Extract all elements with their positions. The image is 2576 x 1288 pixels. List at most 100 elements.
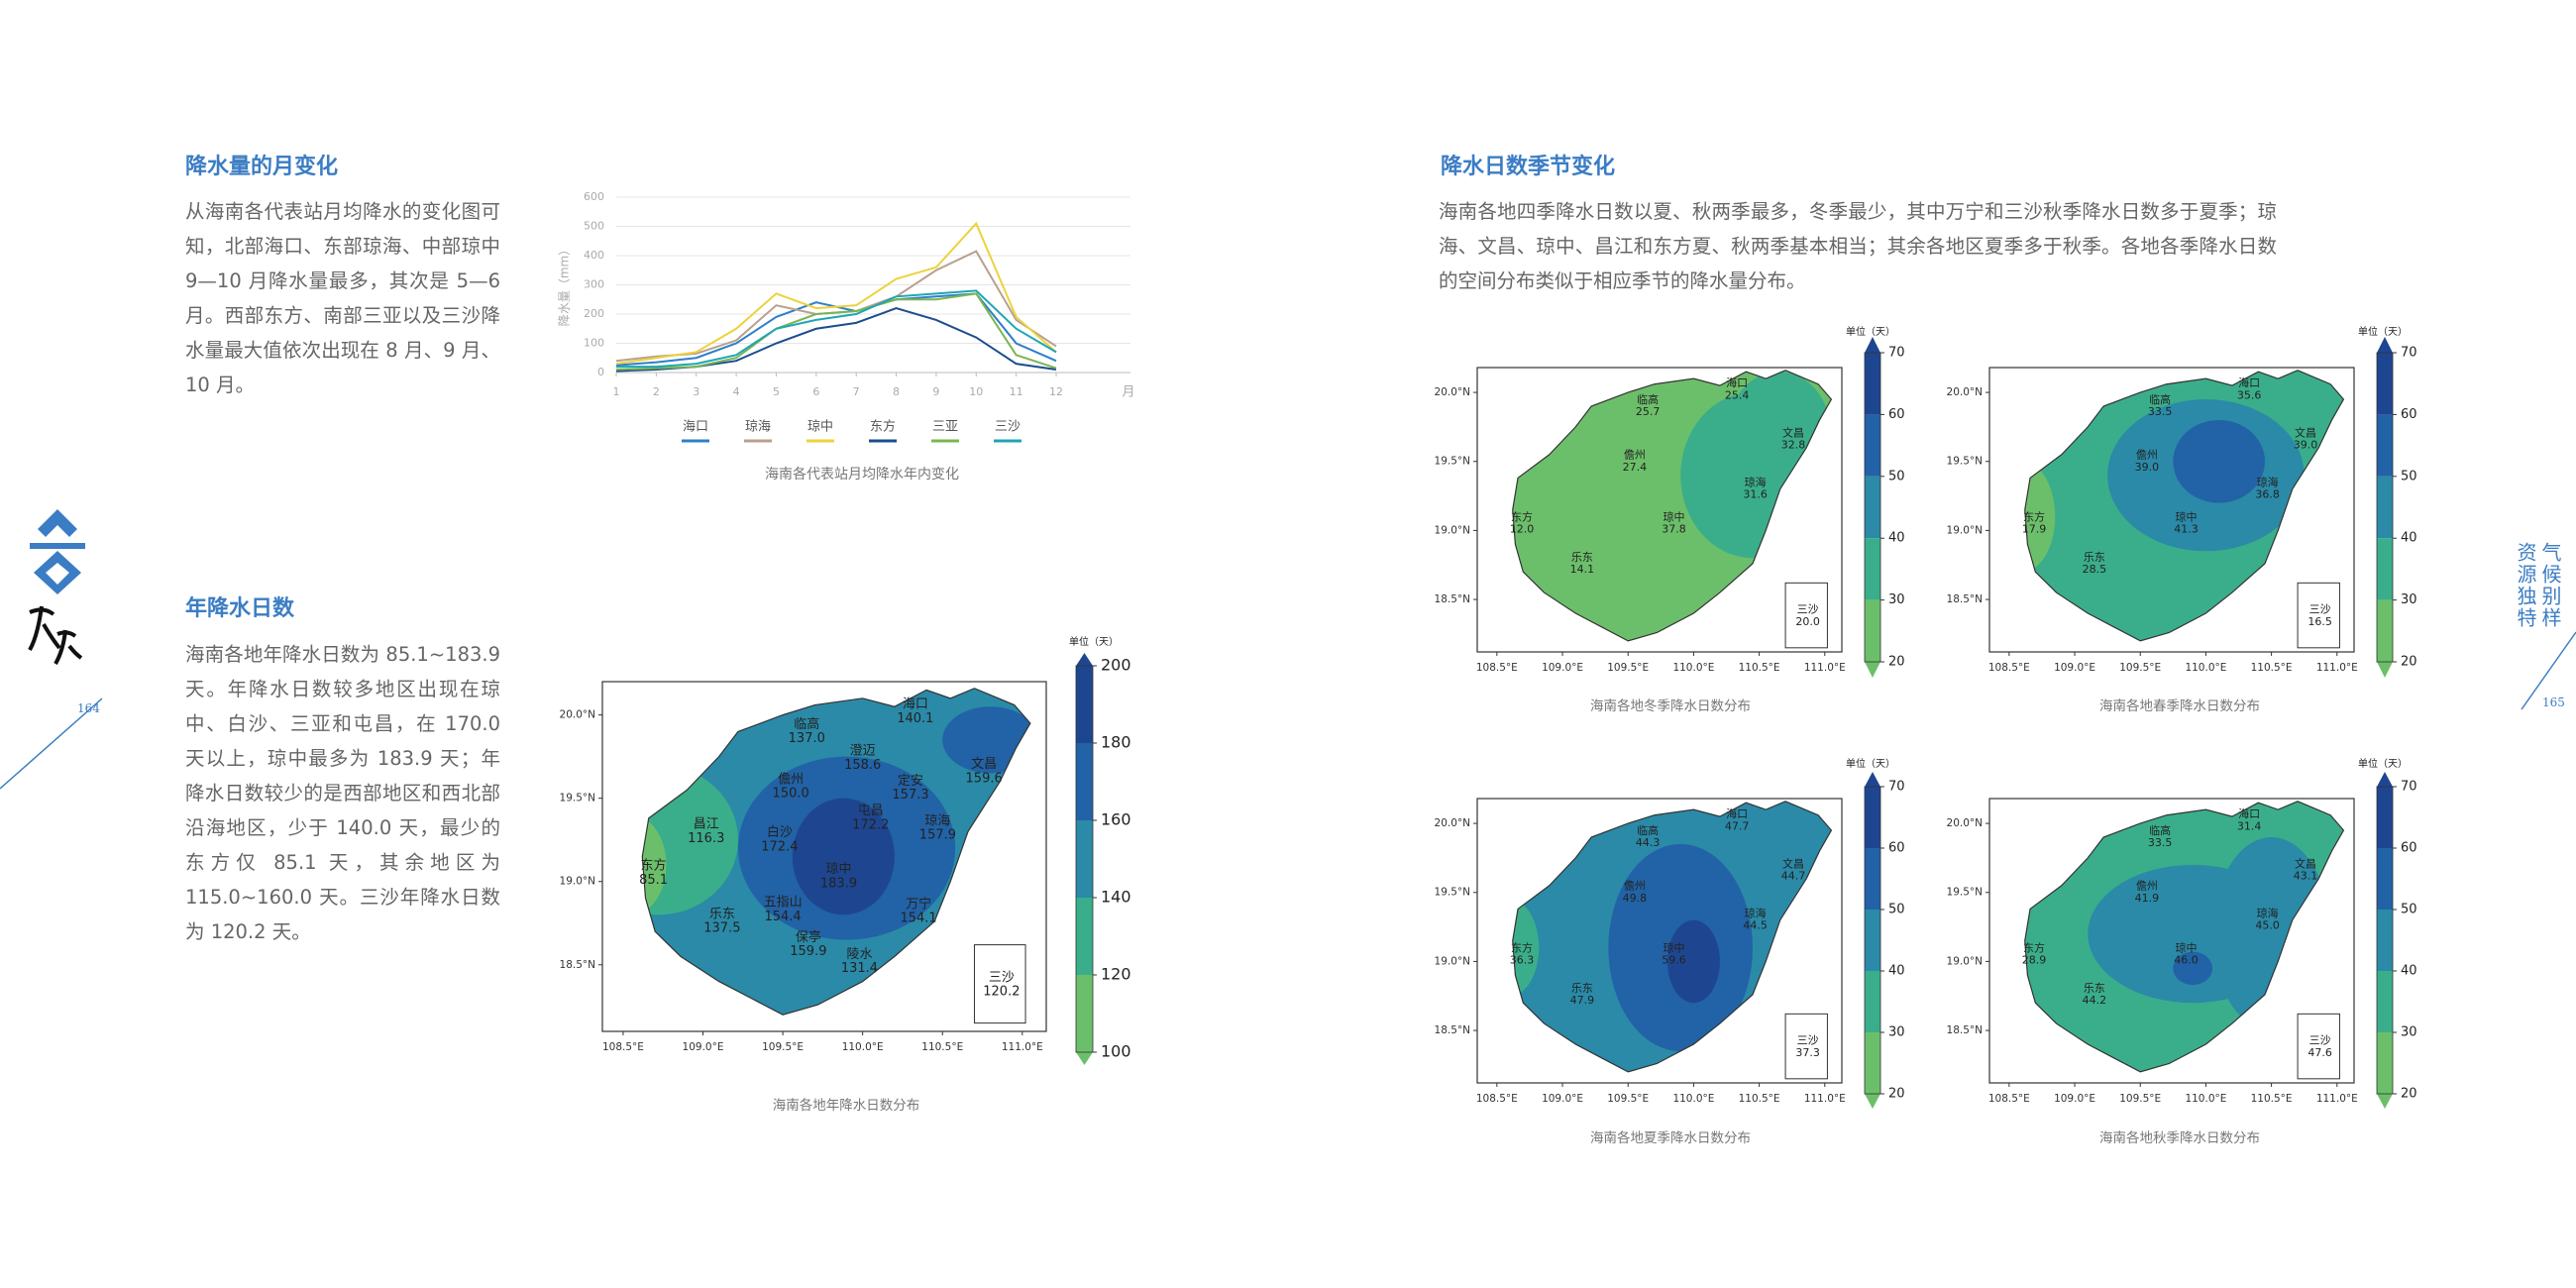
station-name: 文昌 — [2295, 856, 2316, 870]
caption: 海南各代表站月均降水年内变化 — [765, 467, 959, 483]
colorbar-segment — [1076, 666, 1093, 743]
colorbar-tick-label: 40 — [1888, 531, 1905, 546]
x-tick-label: 110.5°E — [2251, 662, 2293, 674]
island-fill — [2024, 370, 2344, 641]
y-tick-label: 300 — [584, 278, 604, 291]
station-name: 临高 — [794, 716, 819, 732]
colorbar-tick-label: 180 — [1101, 733, 1131, 752]
page-number: 165 — [2542, 696, 2565, 709]
colorbar-tick-label: 20 — [2401, 1087, 2417, 1102]
x-tick-label: 111.0°E — [1804, 1093, 1846, 1105]
station-name: 海口 — [2238, 806, 2260, 820]
station-value: 154.1 — [900, 912, 936, 926]
x-tick-label: 108.5°E — [1476, 662, 1518, 674]
colorbar-tick-label: 60 — [2401, 841, 2417, 856]
station-name: 东方 — [641, 858, 667, 874]
colorbar-segment — [1865, 414, 1880, 477]
colorbar-tick-label: 70 — [2401, 780, 2417, 795]
paragraph: 从海南各代表站月均降水的变化图可知，北部海口、东部琼海、中部琼中 9—10 月降… — [185, 200, 500, 396]
colorbar-tick-label: 30 — [1888, 1025, 1905, 1040]
x-tick-label: 108.5°E — [602, 1041, 644, 1053]
x-tick-label: 108.5°E — [1988, 662, 2030, 674]
station-name: 三沙 — [1797, 603, 1819, 616]
y-tick-label: 20.0°N — [1947, 386, 1983, 398]
y-tick-label: 500 — [584, 220, 604, 233]
colorbar-segment — [1076, 898, 1093, 975]
colorbar-tick-label: 70 — [1888, 346, 1905, 361]
station-value: 131.4 — [841, 961, 878, 976]
colorbar-frame — [1075, 665, 1094, 1053]
colorbar-segment — [2377, 787, 2393, 848]
station-name: 儋州 — [1624, 880, 1646, 893]
station-value: 12.0 — [1510, 522, 1535, 535]
station-name: 海口 — [2238, 376, 2260, 389]
colorbar-segment — [1865, 848, 1880, 910]
x-tick-label: 6 — [812, 385, 819, 398]
y-tick-label: 19.5°N — [1435, 887, 1470, 899]
colorbar-arrow — [2377, 1094, 2393, 1109]
side-title: 资源独特 — [2514, 542, 2537, 629]
region — [792, 798, 895, 915]
logo — [30, 509, 85, 594]
colorbar-segment — [2377, 848, 2393, 910]
station-value: 154.4 — [764, 910, 801, 924]
legend-label: 琼中 — [807, 420, 833, 435]
station-value: 44.5 — [1743, 919, 1768, 932]
y-tick-label: 20.0°N — [1435, 386, 1470, 398]
x-tick-label: 110.5°E — [2251, 1093, 2293, 1105]
station-value: 49.8 — [1623, 892, 1648, 905]
section-heading: 降水量的月变化 — [185, 155, 339, 179]
colorbar-frame — [2376, 352, 2394, 663]
x-tick-label: 110.0°E — [2185, 1093, 2226, 1105]
y-tick-label: 19.0°N — [1435, 955, 1470, 967]
colorbar-frame — [2376, 786, 2394, 1095]
x-tick-label: 8 — [893, 385, 900, 398]
station-name: 保亭 — [796, 929, 821, 945]
station-value: 17.9 — [2022, 522, 2047, 535]
station-value: 43.1 — [2294, 869, 2318, 882]
station-value: 47.9 — [1570, 994, 1595, 1007]
inset-box — [2297, 582, 2340, 649]
colorbar-tick-label: 60 — [1888, 841, 1905, 856]
x-tick-label: 108.5°E — [1988, 1093, 2030, 1105]
colorbar-label: 单位（天） — [2358, 757, 2408, 770]
y-tick-label: 19.5°N — [1435, 456, 1470, 468]
x-tick-label: 110.0°E — [1672, 662, 1714, 674]
station-name: 澄迈 — [850, 744, 876, 759]
colorbar-label: 单位（天） — [1846, 325, 1895, 338]
x-tick-label: 12 — [1049, 385, 1063, 398]
colorbar-tick-label: 30 — [2401, 1025, 2417, 1040]
colorbar-segment — [1076, 820, 1093, 898]
station-name: 琼中 — [1664, 940, 1685, 954]
x-tick-label: 109.0°E — [1542, 1093, 1583, 1105]
region — [642, 814, 667, 915]
x-tick-label: 109.5°E — [762, 1041, 804, 1053]
island-fill — [642, 688, 1030, 1016]
station-name: 琼海 — [2257, 476, 2279, 489]
station-value: 25.7 — [1636, 405, 1661, 418]
station-value: 36.8 — [2255, 488, 2280, 501]
station-value: 14.1 — [1570, 563, 1595, 576]
station-name: 海口 — [903, 698, 928, 712]
region — [2173, 419, 2265, 503]
station-name: 三沙 — [1797, 1034, 1819, 1047]
legend-label: 琼海 — [745, 420, 771, 435]
colorbar-segment — [2377, 1032, 2393, 1094]
x-axis-label: 月 — [1122, 385, 1134, 400]
colorbar-segment — [2377, 538, 2393, 600]
legend-label: 海口 — [683, 420, 708, 435]
inset-box — [1784, 1013, 1828, 1080]
decor-line — [0, 698, 103, 790]
station-value: 39.0 — [2294, 438, 2318, 451]
colorbar-arrow — [1076, 653, 1093, 666]
x-tick-label: 109.0°E — [683, 1041, 724, 1053]
x-tick-label: 109.5°E — [1607, 1093, 1649, 1105]
x-tick-label: 108.5°E — [1476, 1093, 1518, 1105]
station-value: 85.1 — [639, 873, 668, 888]
station-name: 定安 — [898, 774, 923, 789]
region — [2173, 951, 2213, 986]
x-tick-label: 2 — [653, 385, 660, 398]
colorbar-tick-label: 70 — [1888, 780, 1905, 795]
